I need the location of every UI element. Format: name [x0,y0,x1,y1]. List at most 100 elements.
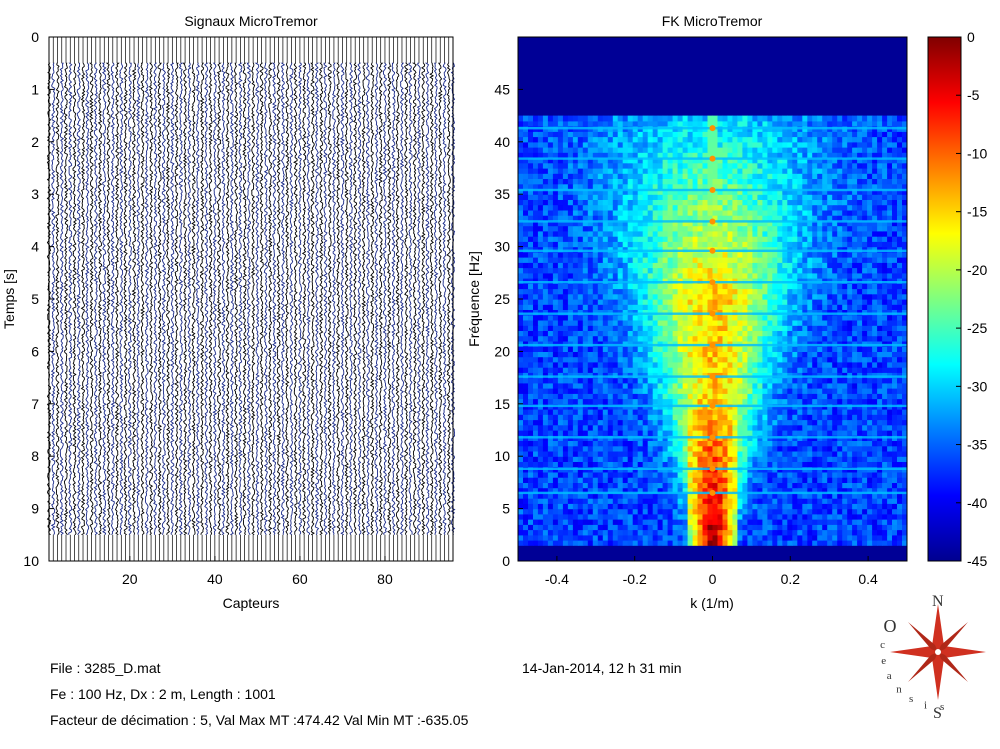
fk-cell [797,320,803,326]
fk-cell [777,293,783,300]
fk-cell [562,477,569,483]
fk-cell [867,513,873,520]
fk-cell [617,372,624,379]
fk-cell [632,299,639,305]
fk-cell [857,304,863,310]
fk-cell [567,309,574,316]
fk-cell [807,262,813,269]
fk-cell [637,330,644,337]
fk-cell [857,482,863,489]
fk-cell [747,309,753,316]
fk-cell [767,236,773,242]
fk-cell [797,314,803,321]
trace-signal [250,62,256,536]
fk-cell [622,340,629,347]
fk-cell [637,430,644,436]
fk-cell [852,278,858,284]
fk-cell [602,262,609,269]
fk-cell [677,267,684,274]
fk-cell [677,471,684,478]
fk-cell [552,382,559,389]
fk-cell [747,451,753,457]
fk-cell [533,508,539,515]
fk-cell [802,340,808,347]
fk-cell [872,503,878,510]
fk-cell [582,377,589,384]
fk-cell [557,508,564,515]
fk-cell [702,482,709,489]
fk-cell [852,309,858,316]
fk-cell [817,278,823,284]
fk-cell [902,529,907,536]
fk-heatmap [518,37,907,561]
fk-cell [617,398,624,405]
fk-cell [747,314,753,321]
fk-cell [842,372,848,379]
fk-cell [657,267,664,274]
fk-cell [637,230,644,237]
fk-cell [882,293,888,300]
fk-cell [772,414,778,421]
fk-cell [637,524,644,531]
fk-cell [827,451,833,457]
fk-cell [822,293,828,300]
fk-cell [737,529,743,536]
fk-cell [528,330,534,337]
fk-cell [842,251,848,258]
fk-cell [617,513,624,520]
fk-cell [523,534,529,541]
fk-cell [732,278,738,284]
fk-cell [762,361,768,368]
fk-cell [722,325,729,331]
fk-cell [582,487,589,494]
trace-signal [305,62,311,535]
fk-cell [692,257,699,263]
fk-cell [722,257,729,263]
fk-cell [627,325,634,331]
fk-cell [882,409,888,415]
fk-cell [612,382,619,389]
fk-cell [637,456,644,462]
fk-cell [602,388,609,394]
fk-cell [832,508,838,515]
fk-cell [812,508,818,515]
fk-cell [597,241,604,248]
fk-cell [617,456,624,462]
fk-cell [617,492,624,499]
fk-cell [902,251,907,258]
trace-signal [314,62,320,536]
fk-cell [897,283,903,290]
fk-cell [902,325,907,331]
fk-cell [592,335,599,342]
fk-cell [597,356,604,363]
fk-cell [572,430,579,436]
fk-cell [627,314,634,321]
fk-cell [807,388,813,394]
fk-cell [592,351,599,358]
fk-cell [647,304,654,310]
fk-cell [842,445,848,452]
fk-cell [533,241,539,248]
fk-cell [867,482,873,489]
fk-cell [518,262,524,269]
fk-cell [677,409,684,415]
fk-cell [722,409,729,415]
fk-cell [642,456,649,462]
fk-cell [677,314,684,321]
trace-signal [220,62,226,536]
fk-cell [572,382,579,389]
fk-cell [752,461,758,468]
fk-cell [682,325,689,331]
fk-cell [577,430,584,436]
fk-cell [642,272,649,279]
fk-cell [657,320,664,326]
fk-cell [847,419,853,426]
fk-cell [887,498,893,504]
fk-cell [732,540,738,546]
fk-cell [747,445,753,452]
fk-cell [523,267,529,274]
fk-cell [872,299,878,305]
fk-cell [667,430,674,436]
fk-cell [737,388,743,394]
fk-cell [533,529,539,536]
